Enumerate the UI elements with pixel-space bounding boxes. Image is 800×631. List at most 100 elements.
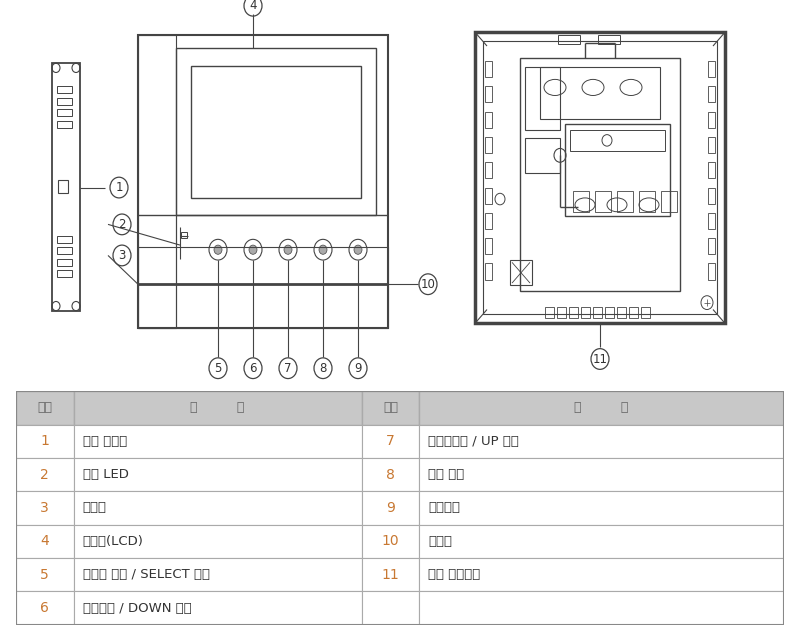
Bar xyxy=(708,187,715,204)
Bar xyxy=(708,86,715,102)
Text: 3: 3 xyxy=(118,249,126,262)
Bar xyxy=(362,492,419,524)
Circle shape xyxy=(349,358,367,379)
Bar xyxy=(605,307,614,317)
Bar xyxy=(16,591,74,625)
Text: 번호: 번호 xyxy=(383,401,398,415)
Bar xyxy=(475,32,725,323)
Circle shape xyxy=(314,358,332,379)
Bar xyxy=(362,425,419,458)
Circle shape xyxy=(419,274,437,295)
Bar xyxy=(362,591,419,625)
Text: 경비버튼 / DOWN 버튼: 경비버튼 / DOWN 버튼 xyxy=(83,601,191,615)
Bar xyxy=(419,425,784,458)
Bar xyxy=(419,492,784,524)
Text: 3: 3 xyxy=(41,501,49,515)
Bar xyxy=(181,232,187,238)
Text: 6: 6 xyxy=(40,601,50,615)
Bar xyxy=(57,109,72,116)
Text: 통화버튼: 통화버튼 xyxy=(429,502,461,514)
Circle shape xyxy=(591,349,609,369)
Text: 9: 9 xyxy=(386,501,395,515)
Text: 1: 1 xyxy=(40,434,50,448)
Text: 9: 9 xyxy=(354,362,362,375)
Bar xyxy=(419,558,784,591)
Bar xyxy=(641,307,650,317)
Bar xyxy=(581,307,590,317)
Bar xyxy=(138,247,388,328)
Bar xyxy=(138,35,176,328)
Bar xyxy=(419,391,784,425)
Bar xyxy=(419,591,784,625)
Bar xyxy=(629,307,638,317)
Bar xyxy=(593,307,602,317)
Bar xyxy=(419,458,784,492)
Bar xyxy=(57,259,72,266)
Text: 문열림버튼 / UP 버튼: 문열림버튼 / UP 버튼 xyxy=(429,435,519,448)
Bar xyxy=(191,66,361,198)
Text: 7: 7 xyxy=(386,434,394,448)
Bar xyxy=(16,558,74,591)
Bar xyxy=(708,137,715,153)
Text: 5: 5 xyxy=(214,362,222,375)
Bar xyxy=(708,238,715,254)
Bar xyxy=(708,61,715,77)
Circle shape xyxy=(279,358,297,379)
Text: 모니터(LCD): 모니터(LCD) xyxy=(83,535,144,548)
Bar xyxy=(58,179,68,193)
Bar xyxy=(362,558,419,591)
Text: 모니터 버튼 / SELECT 버튼: 모니터 버튼 / SELECT 버튼 xyxy=(83,568,210,581)
Bar xyxy=(16,524,74,558)
Bar xyxy=(362,524,419,558)
Bar xyxy=(569,307,578,317)
Text: 외부 연결단자: 외부 연결단자 xyxy=(429,568,481,581)
Text: 5: 5 xyxy=(41,568,49,582)
Bar xyxy=(74,524,362,558)
Text: 내         용: 내 용 xyxy=(190,401,245,415)
Bar xyxy=(74,558,362,591)
Bar xyxy=(16,391,74,425)
Text: 4: 4 xyxy=(250,0,257,12)
Text: 스피커: 스피커 xyxy=(429,535,453,548)
Bar xyxy=(74,425,362,458)
Bar xyxy=(52,63,80,310)
Bar xyxy=(520,57,680,291)
Bar xyxy=(617,307,626,317)
Circle shape xyxy=(319,245,327,254)
Bar xyxy=(74,591,362,625)
Bar xyxy=(545,307,554,317)
Bar xyxy=(525,138,560,173)
Bar xyxy=(485,238,492,254)
Bar xyxy=(485,187,492,204)
Bar xyxy=(525,67,560,130)
Bar xyxy=(138,35,388,328)
Bar xyxy=(362,391,419,425)
Bar xyxy=(57,98,72,105)
Bar xyxy=(176,49,376,215)
Bar xyxy=(16,492,74,524)
Bar xyxy=(57,121,72,127)
Bar xyxy=(565,124,670,216)
Circle shape xyxy=(214,245,222,254)
Text: 2: 2 xyxy=(41,468,49,481)
Circle shape xyxy=(354,245,362,254)
Circle shape xyxy=(113,214,131,235)
Text: 전원 스위치: 전원 스위치 xyxy=(83,435,127,448)
Bar xyxy=(483,42,717,314)
Text: 8: 8 xyxy=(319,362,326,375)
Bar xyxy=(485,137,492,153)
Bar xyxy=(598,35,620,44)
Bar xyxy=(485,86,492,102)
Bar xyxy=(570,130,665,151)
Text: 마이크: 마이크 xyxy=(83,502,107,514)
Circle shape xyxy=(113,245,131,266)
Bar xyxy=(557,307,566,317)
Bar xyxy=(485,264,492,280)
Text: 7: 7 xyxy=(284,362,292,375)
Bar xyxy=(708,264,715,280)
Bar xyxy=(708,112,715,127)
Bar xyxy=(708,162,715,179)
Text: 8: 8 xyxy=(386,468,395,481)
Text: 6: 6 xyxy=(250,362,257,375)
Text: 전원 LED: 전원 LED xyxy=(83,468,129,481)
